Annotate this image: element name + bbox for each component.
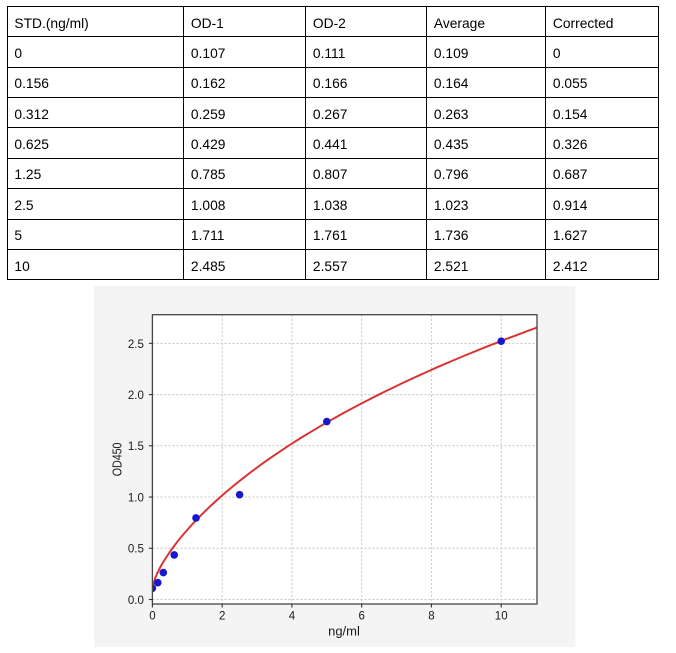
svg-text:ng/ml: ng/ml: [328, 623, 360, 638]
svg-text:1.0: 1.0: [128, 492, 144, 504]
svg-text:1.5: 1.5: [128, 441, 144, 453]
svg-text:10: 10: [495, 610, 508, 622]
svg-text:OD450: OD450: [111, 442, 125, 476]
svg-text:0: 0: [149, 610, 155, 622]
svg-text:4: 4: [289, 610, 296, 622]
svg-text:0.0: 0.0: [128, 595, 144, 607]
svg-text:8: 8: [428, 610, 434, 622]
svg-text:2: 2: [219, 610, 225, 622]
svg-text:0.5: 0.5: [128, 543, 144, 555]
svg-text:6: 6: [358, 610, 364, 622]
svg-text:2.0: 2.0: [128, 390, 144, 402]
svg-text:2.5: 2.5: [128, 338, 144, 350]
